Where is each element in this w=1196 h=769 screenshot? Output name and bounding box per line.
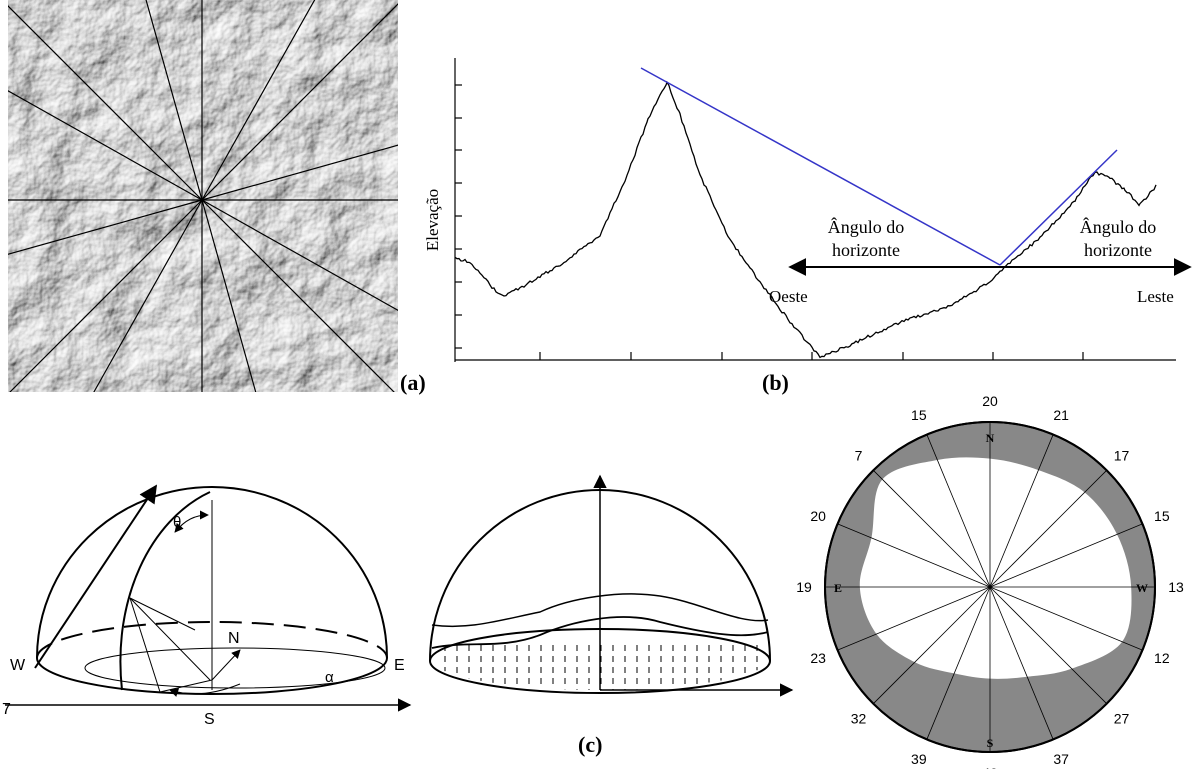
cardinal: E [834, 581, 842, 595]
label: α [325, 669, 334, 686]
horizon-polar: 20 21 17 15 13 12 27 37 40 39 32 23 19 20 7 15 N W S E [796, 393, 1184, 769]
annotation: Oeste [769, 287, 808, 306]
angle-label: 7 [855, 447, 863, 463]
angle-label: 27 [1114, 711, 1130, 727]
figure: (a) Elevação Ângulo do horizonte Ângulo … [0, 0, 1196, 769]
annotation: horizonte [1084, 240, 1152, 260]
angle-label: 20 [810, 508, 826, 524]
annotation: Ângulo do [828, 216, 905, 237]
label: N [228, 630, 240, 647]
label: 7 [2, 701, 11, 718]
label: W [10, 657, 26, 674]
label: θ [173, 514, 181, 531]
angle-label: 12 [1154, 650, 1170, 666]
angle-label: 40 [982, 765, 998, 769]
angle-label: 13 [1168, 579, 1184, 595]
cardinal: S [987, 736, 994, 750]
angle-label: 32 [851, 711, 867, 727]
angle-label: 23 [810, 650, 826, 666]
axis-label: Elevação [423, 189, 442, 251]
angle-label: 37 [1053, 751, 1069, 767]
angle-label: 19 [796, 579, 812, 595]
sky-hemisphere [5, 486, 410, 705]
angle-label: 21 [1053, 407, 1069, 423]
panel-label: (c) [578, 732, 602, 757]
panel-label: (a) [400, 370, 426, 395]
angle-label: 20 [982, 393, 998, 409]
angle-label: 15 [911, 407, 927, 423]
cardinal: N [986, 431, 995, 445]
annotation: Leste [1137, 287, 1174, 306]
profile [455, 58, 1190, 362]
angle-label: 15 [1154, 508, 1170, 524]
angle-label: 17 [1114, 447, 1130, 463]
angle-label: 39 [911, 751, 927, 767]
panel-label: (b) [762, 370, 789, 395]
cardinal: W [1136, 581, 1148, 595]
annotation: Ângulo do [1080, 216, 1157, 237]
horizon-hemisphere [430, 476, 792, 693]
annotation: horizonte [832, 240, 900, 260]
label: E [394, 657, 405, 674]
label: S [204, 711, 215, 728]
